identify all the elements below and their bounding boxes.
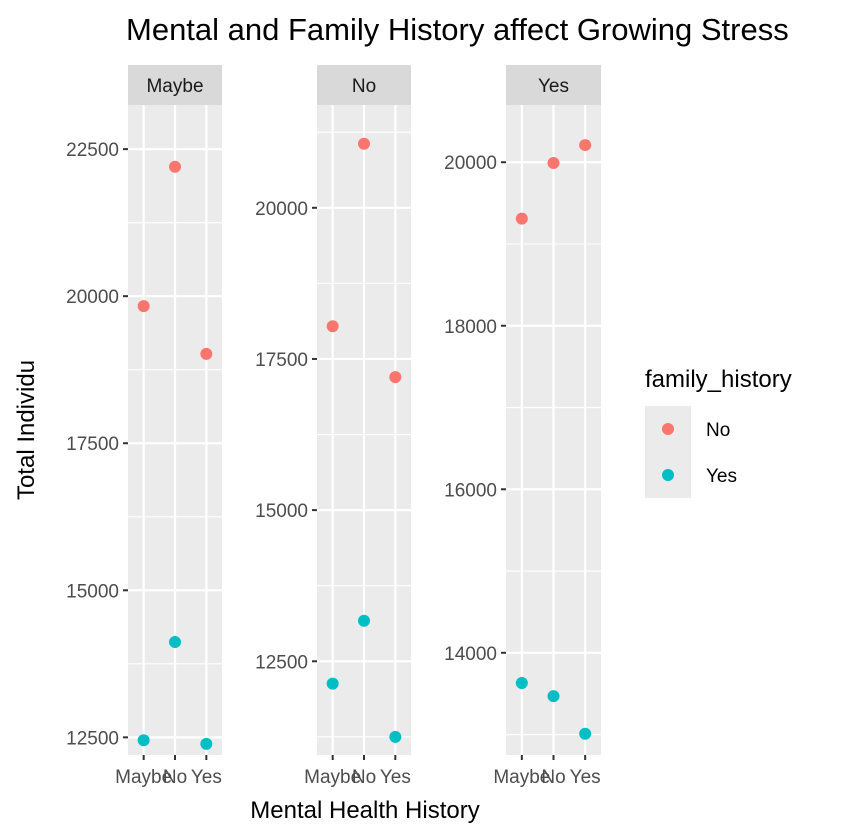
y-tick-label: 17500 (66, 434, 119, 455)
y-axis-title: Total Individu (13, 360, 40, 500)
x-tick-label: Maybe (115, 767, 172, 788)
data-point-no (200, 347, 213, 360)
y-tick-label: 20000 (444, 153, 497, 174)
data-point-no (169, 160, 181, 173)
facet-strip (128, 65, 222, 105)
data-point-yes (169, 636, 181, 649)
facet-strip-label: Maybe (146, 76, 203, 97)
x-tick-label: No (163, 767, 187, 788)
y-tick-label: 12500 (255, 652, 308, 673)
legend-swatch (662, 423, 674, 435)
x-tick-label: Yes (380, 767, 411, 788)
legend-item-yes: Yes (645, 452, 737, 498)
x-tick-label: Maybe (304, 767, 361, 788)
facet-strip (317, 65, 411, 105)
x-tick-label: No (541, 767, 565, 788)
x-tick-label: Yes (570, 767, 601, 788)
y-tick-label: 20000 (255, 199, 308, 220)
data-point-no (137, 300, 150, 313)
data-point-yes (389, 730, 402, 743)
y-tick-label: 20000 (66, 287, 119, 308)
chart-title: Mental and Family History affect Growing… (126, 12, 789, 47)
data-point-no (547, 157, 560, 170)
facet-strip-label: Yes (538, 76, 569, 97)
data-point-no (579, 139, 592, 152)
data-point-no (326, 320, 339, 333)
legend-item-no: No (645, 406, 730, 452)
data-point-yes (358, 614, 370, 627)
data-point-yes (515, 677, 528, 690)
legend: family_history No Yes (645, 366, 792, 498)
data-point-yes (547, 690, 560, 703)
y-tick-label: 22500 (66, 140, 119, 161)
data-point-no (389, 371, 402, 384)
data-point-yes (326, 677, 339, 690)
legend-title: family_history (645, 366, 792, 393)
y-tick-label: 15000 (255, 501, 308, 522)
facet-strip (506, 65, 601, 105)
y-tick-label: 16000 (444, 480, 497, 501)
y-tick-label: 12500 (66, 728, 119, 749)
x-tick-label: Yes (191, 767, 222, 788)
legend-swatch (662, 469, 674, 481)
legend-label: Yes (706, 466, 737, 487)
x-tick-label: Maybe (493, 767, 550, 788)
x-axis-title: Mental Health History (250, 797, 479, 824)
x-tick-label: No (352, 767, 376, 788)
legend-label: No (706, 420, 730, 441)
facet-strip-label: No (352, 76, 376, 97)
data-point-yes (579, 727, 592, 740)
y-tick-label: 15000 (66, 581, 119, 602)
y-tick-label: 18000 (444, 317, 497, 338)
data-point-yes (200, 737, 213, 750)
data-point-yes (137, 734, 150, 747)
data-point-no (358, 137, 370, 150)
y-tick-label: 14000 (444, 644, 497, 665)
y-tick-label: 17500 (255, 350, 308, 371)
data-point-no (515, 212, 528, 225)
